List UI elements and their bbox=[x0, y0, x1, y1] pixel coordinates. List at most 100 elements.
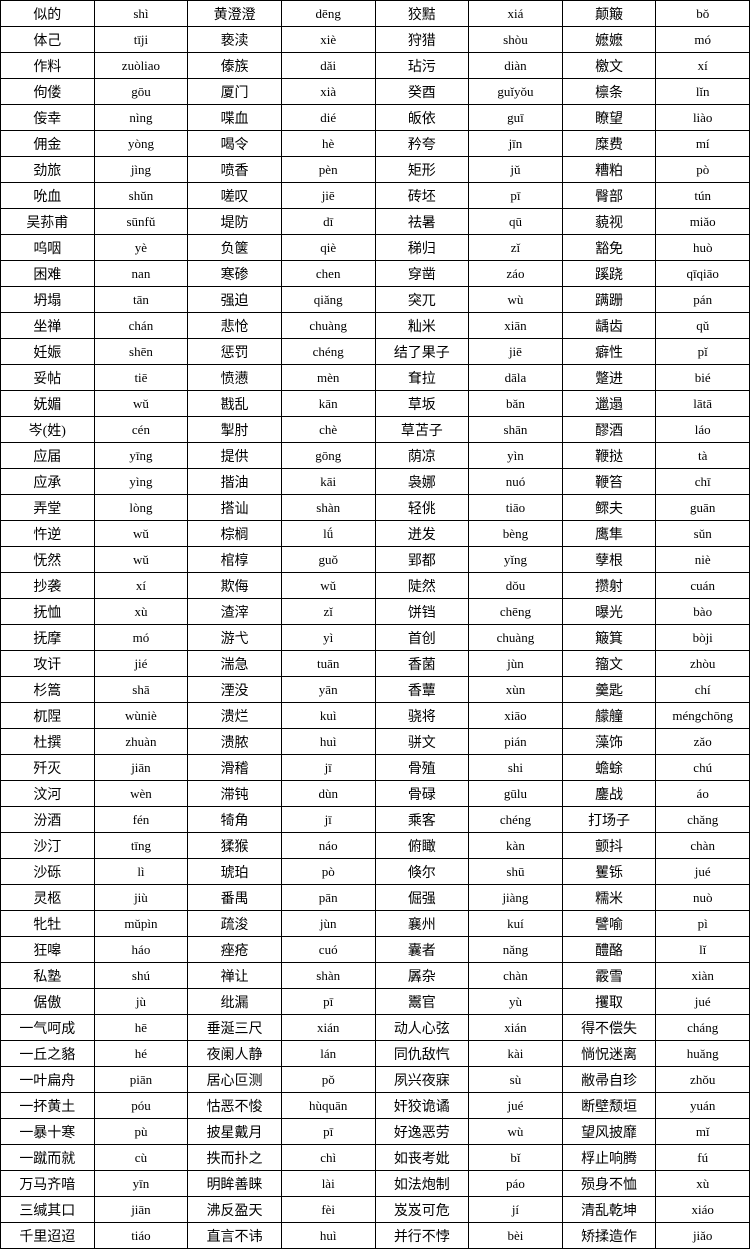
word-cell: 一抔黄土 bbox=[1, 1093, 95, 1119]
word-cell: 沸反盈天 bbox=[188, 1197, 282, 1223]
pinyin-cell: huò bbox=[656, 235, 750, 261]
table-row: 应承yìng揩油kāi袅娜nuó鞭笞chī bbox=[1, 469, 750, 495]
pinyin-cell: nìng bbox=[94, 105, 188, 131]
word-cell: 嗟叹 bbox=[188, 183, 282, 209]
word-cell: 吮血 bbox=[1, 183, 95, 209]
pinyin-cell: guǒ bbox=[281, 547, 375, 573]
word-cell: 番禺 bbox=[188, 885, 282, 911]
pinyin-cell: diàn bbox=[469, 53, 563, 79]
pinyin-cell: qīqiāo bbox=[656, 261, 750, 287]
word-cell: 醪酒 bbox=[562, 417, 656, 443]
word-cell: 鞭笞 bbox=[562, 469, 656, 495]
word-cell: 动人心弦 bbox=[375, 1015, 469, 1041]
pinyin-cell: bào bbox=[656, 599, 750, 625]
pinyin-cell: sǔn bbox=[656, 521, 750, 547]
pinyin-cell: lì bbox=[94, 859, 188, 885]
pinyin-cell: lǐn bbox=[656, 79, 750, 105]
pinyin-cell: pī bbox=[281, 1119, 375, 1145]
word-cell: 夙兴夜寐 bbox=[375, 1067, 469, 1093]
word-cell: 倏尔 bbox=[375, 859, 469, 885]
word-cell: 坐禅 bbox=[1, 313, 95, 339]
word-cell: 穿凿 bbox=[375, 261, 469, 287]
word-cell: 皈依 bbox=[375, 105, 469, 131]
word-cell: 荫凉 bbox=[375, 443, 469, 469]
word-cell: 一蹴而就 bbox=[1, 1145, 95, 1171]
pinyin-cell: dié bbox=[281, 105, 375, 131]
pinyin-cell: mǐ bbox=[656, 1119, 750, 1145]
pinyin-cell: zhuàn bbox=[94, 729, 188, 755]
pinyin-cell: jié bbox=[94, 651, 188, 677]
word-cell: 俯瞰 bbox=[375, 833, 469, 859]
pinyin-cell: yīn bbox=[94, 1171, 188, 1197]
pinyin-cell: yān bbox=[281, 677, 375, 703]
word-cell: 癸酉 bbox=[375, 79, 469, 105]
pinyin-cell: tiáo bbox=[94, 1223, 188, 1249]
word-cell: 妥帖 bbox=[1, 365, 95, 391]
pinyin-cell: méngchōng bbox=[656, 703, 750, 729]
word-cell: 草苫子 bbox=[375, 417, 469, 443]
pinyin-cell: dēng bbox=[281, 1, 375, 27]
word-cell: 游弋 bbox=[188, 625, 282, 651]
word-cell: 囊者 bbox=[375, 937, 469, 963]
pinyin-cell: fèi bbox=[281, 1197, 375, 1223]
pinyin-cell: lǐ bbox=[656, 937, 750, 963]
pinyin-cell: yù bbox=[469, 989, 563, 1015]
word-cell: 琥珀 bbox=[188, 859, 282, 885]
word-cell: 狡黠 bbox=[375, 1, 469, 27]
pinyin-cell: pì bbox=[656, 911, 750, 937]
pinyin-cell: shi bbox=[469, 755, 563, 781]
word-cell: 直言不讳 bbox=[188, 1223, 282, 1249]
pinyin-cell: qiè bbox=[281, 235, 375, 261]
table-row: 杜撰zhuàn溃脓huì骈文pián藻饰zǎo bbox=[1, 729, 750, 755]
pinyin-cell: wù bbox=[469, 287, 563, 313]
pinyin-cell: yuán bbox=[656, 1093, 750, 1119]
pinyin-cell: pò bbox=[656, 157, 750, 183]
pinyin-cell: bǒ bbox=[656, 1, 750, 27]
word-cell: 好逸恶劳 bbox=[375, 1119, 469, 1145]
word-cell: 蹒跚 bbox=[562, 287, 656, 313]
word-cell: 襄州 bbox=[375, 911, 469, 937]
word-cell: 汾酒 bbox=[1, 807, 95, 833]
pinyin-cell: lātā bbox=[656, 391, 750, 417]
word-cell: 欺侮 bbox=[188, 573, 282, 599]
pinyin-cell: hè bbox=[281, 131, 375, 157]
pinyin-cell: wǔ bbox=[94, 547, 188, 573]
word-cell: 沙汀 bbox=[1, 833, 95, 859]
word-cell: 攫取 bbox=[562, 989, 656, 1015]
pinyin-cell: pī bbox=[281, 989, 375, 1015]
pinyin-cell: chàn bbox=[656, 833, 750, 859]
pinyin-cell: wǔ bbox=[94, 391, 188, 417]
word-cell: 狩猎 bbox=[375, 27, 469, 53]
word-cell: 劲旅 bbox=[1, 157, 95, 183]
pinyin-cell: wèn bbox=[94, 781, 188, 807]
pinyin-cell: gūlu bbox=[469, 781, 563, 807]
table-row: 抄袭xí欺侮wǔ陡然dǒu攒射cuán bbox=[1, 573, 750, 599]
table-row: 似的shì黄澄澄dēng狡黠xiá颠簸bǒ bbox=[1, 1, 750, 27]
word-cell: 纰漏 bbox=[188, 989, 282, 1015]
pinyin-cell: xù bbox=[94, 599, 188, 625]
pinyin-cell: xián bbox=[281, 1015, 375, 1041]
table-row: 呜咽yè负箧qiè稊归zǐ豁免huò bbox=[1, 235, 750, 261]
pinyin-cell: yè bbox=[94, 235, 188, 261]
word-cell: 打场子 bbox=[562, 807, 656, 833]
pinyin-cell: pèn bbox=[281, 157, 375, 183]
word-cell: 抚摩 bbox=[1, 625, 95, 651]
pinyin-cell: pān bbox=[281, 885, 375, 911]
pinyin-cell: huǎng bbox=[656, 1041, 750, 1067]
pinyin-cell: mèn bbox=[281, 365, 375, 391]
table-row: 歼灭jiān滑稽jī骨殖shi蟾蜍chú bbox=[1, 755, 750, 781]
pinyin-cell: jiù bbox=[94, 885, 188, 911]
word-cell: 突兀 bbox=[375, 287, 469, 313]
word-cell: 蹊跷 bbox=[562, 261, 656, 287]
pinyin-cell: mó bbox=[656, 27, 750, 53]
word-cell: 汶河 bbox=[1, 781, 95, 807]
word-cell: 醴酪 bbox=[562, 937, 656, 963]
pinyin-cell: nuó bbox=[469, 469, 563, 495]
pinyin-cell: wǔ bbox=[94, 521, 188, 547]
word-cell: 喷香 bbox=[188, 157, 282, 183]
table-row: 私塾shú禅让shàn羼杂chàn霰雪xiàn bbox=[1, 963, 750, 989]
pinyin-cell: lòng bbox=[94, 495, 188, 521]
word-cell: 千里迢迢 bbox=[1, 1223, 95, 1249]
table-row: 杌陧wùniè溃烂kuì骁将xiāo艨艟méngchōng bbox=[1, 703, 750, 729]
pinyin-cell: niè bbox=[656, 547, 750, 573]
